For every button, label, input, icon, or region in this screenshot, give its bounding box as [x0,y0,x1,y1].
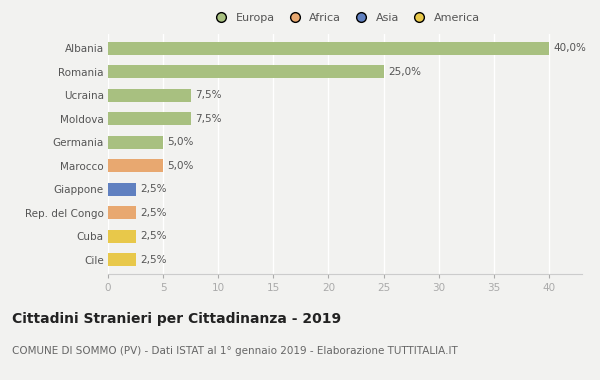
Bar [108,183,136,196]
Bar [108,65,383,78]
Text: 2,5%: 2,5% [140,207,166,218]
Bar [108,112,191,125]
Bar [108,42,549,55]
Bar [108,89,191,102]
Bar [108,206,136,219]
Text: 5,0%: 5,0% [167,137,194,147]
Bar [108,159,163,172]
Legend: Europa, Africa, Asia, America: Europa, Africa, Asia, America [208,11,482,25]
Text: COMUNE DI SOMMO (PV) - Dati ISTAT al 1° gennaio 2019 - Elaborazione TUTTITALIA.I: COMUNE DI SOMMO (PV) - Dati ISTAT al 1° … [12,346,458,356]
Text: 2,5%: 2,5% [140,184,166,194]
Bar [108,136,163,149]
Text: 2,5%: 2,5% [140,231,166,241]
Text: Cittadini Stranieri per Cittadinanza - 2019: Cittadini Stranieri per Cittadinanza - 2… [12,312,341,326]
Text: 7,5%: 7,5% [195,90,221,100]
Text: 7,5%: 7,5% [195,114,221,124]
Bar [108,230,136,242]
Text: 25,0%: 25,0% [388,67,421,77]
Text: 2,5%: 2,5% [140,255,166,264]
Text: 5,0%: 5,0% [167,161,194,171]
Text: 40,0%: 40,0% [553,43,586,53]
Bar [108,253,136,266]
